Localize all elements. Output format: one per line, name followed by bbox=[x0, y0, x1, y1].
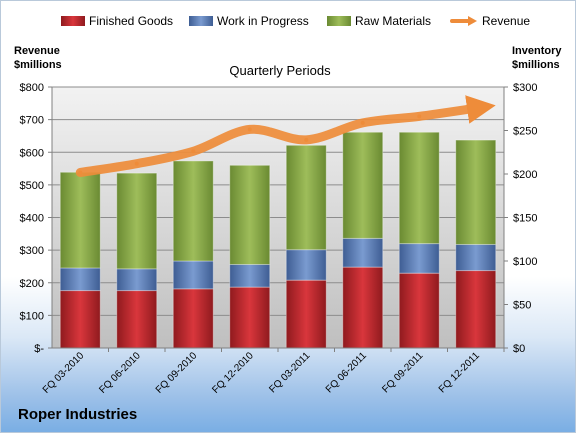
revenue-point bbox=[134, 161, 139, 166]
bar-finished-goods bbox=[172, 288, 214, 349]
x-tick-label: FQ 03-2010 bbox=[41, 350, 87, 396]
left-tick-label: $500 bbox=[20, 180, 44, 192]
legend-swatch-raw-materials bbox=[327, 16, 351, 26]
right-axis-title-line1: Inventory bbox=[512, 45, 562, 57]
x-tick-label: FQ 09-2010 bbox=[154, 350, 200, 396]
bar-work-in-progress bbox=[116, 268, 158, 292]
left-tick-label: $300 bbox=[20, 245, 44, 257]
revenue-point bbox=[78, 170, 83, 175]
legend-work-in-progress: Work in Progress bbox=[189, 14, 309, 28]
legend-swatch-revenue bbox=[450, 16, 477, 26]
right-tick-label: $0 bbox=[513, 343, 525, 355]
revenue-point bbox=[247, 127, 252, 132]
bar-work-in-progress bbox=[285, 249, 327, 281]
x-tick-label: FQ 12-2011 bbox=[437, 350, 482, 395]
left-tick-label: $- bbox=[34, 343, 44, 355]
right-tick-label: $200 bbox=[513, 169, 537, 181]
revenue-point bbox=[360, 120, 365, 125]
bar-work-in-progress bbox=[59, 267, 101, 292]
bars bbox=[59, 131, 497, 349]
bar-raw-materials bbox=[59, 171, 101, 269]
revenue-point bbox=[191, 149, 196, 154]
bar-work-in-progress bbox=[398, 243, 440, 274]
right-tick-label: $300 bbox=[513, 82, 537, 94]
left-tick-label: $400 bbox=[20, 213, 44, 225]
left-axis-title-line1: Revenue bbox=[14, 45, 60, 57]
revenue-line bbox=[75, 95, 496, 177]
left-tick-label: $700 bbox=[20, 115, 44, 127]
legend-label-raw-materials: Raw Materials bbox=[355, 14, 432, 28]
left-tick-label: $800 bbox=[20, 82, 44, 94]
left-axis-title: Revenue $millions bbox=[14, 44, 62, 72]
bar-raw-materials bbox=[172, 160, 214, 262]
bar-finished-goods bbox=[229, 286, 271, 349]
bar-raw-materials bbox=[398, 131, 440, 245]
left-tick-label: $600 bbox=[20, 147, 44, 159]
right-tick-label: $50 bbox=[513, 300, 531, 312]
bar-work-in-progress bbox=[172, 260, 214, 290]
x-tick-label: FQ 12-2010 bbox=[210, 350, 256, 396]
legend-label-finished-goods: Finished Goods bbox=[89, 14, 174, 28]
bar-work-in-progress bbox=[342, 237, 384, 268]
bar-finished-goods bbox=[342, 266, 384, 349]
legend-label-work-in-progress: Work in Progress bbox=[217, 14, 309, 28]
right-tick-label: $150 bbox=[513, 213, 537, 225]
bar-finished-goods bbox=[285, 279, 327, 349]
company-name: Roper Industries bbox=[18, 406, 138, 423]
plot-subtitle: Quarterly Periods bbox=[229, 63, 331, 78]
right-tick-label: $100 bbox=[513, 256, 537, 268]
x-tick-label: FQ 06-2010 bbox=[97, 350, 143, 396]
left-tick-label: $200 bbox=[20, 278, 44, 290]
right-tick-label: $250 bbox=[513, 126, 537, 138]
legend-label-revenue: Revenue bbox=[482, 14, 531, 28]
revenue-point bbox=[473, 106, 478, 111]
bar-finished-goods bbox=[116, 290, 158, 349]
revenue-point bbox=[304, 137, 309, 142]
right-axis-title: Inventory $millions bbox=[512, 44, 562, 72]
left-tick-label: $100 bbox=[20, 310, 44, 322]
legend: Finished Goods Work in Progress Raw Mate… bbox=[0, 14, 576, 34]
bar-raw-materials bbox=[342, 131, 384, 239]
revenue-point bbox=[417, 114, 422, 119]
legend-swatch-finished-goods bbox=[61, 16, 85, 26]
bar-finished-goods bbox=[59, 290, 101, 349]
legend-finished-goods: Finished Goods bbox=[61, 14, 173, 28]
bar-work-in-progress bbox=[455, 243, 497, 272]
legend-raw-materials: Raw Materials bbox=[327, 14, 431, 28]
bar-finished-goods bbox=[398, 272, 440, 349]
bar-work-in-progress bbox=[229, 263, 271, 288]
bar-finished-goods bbox=[455, 270, 497, 349]
left-axis-title-line2: $millions bbox=[14, 59, 62, 71]
revenue-line-layer bbox=[75, 95, 496, 177]
right-axis-title-line2: $millions bbox=[512, 59, 560, 71]
x-tick-label: FQ 06-2011 bbox=[324, 350, 369, 395]
bar-raw-materials bbox=[455, 139, 497, 245]
bar-raw-materials bbox=[285, 144, 327, 251]
legend-swatch-work-in-progress bbox=[189, 16, 213, 26]
x-tick-label: FQ 09-2011 bbox=[380, 350, 425, 395]
bar-raw-materials bbox=[116, 172, 158, 270]
x-tick-label: FQ 03-2011 bbox=[267, 350, 312, 395]
bar-raw-materials bbox=[229, 164, 271, 265]
legend-revenue: Revenue bbox=[450, 14, 530, 28]
